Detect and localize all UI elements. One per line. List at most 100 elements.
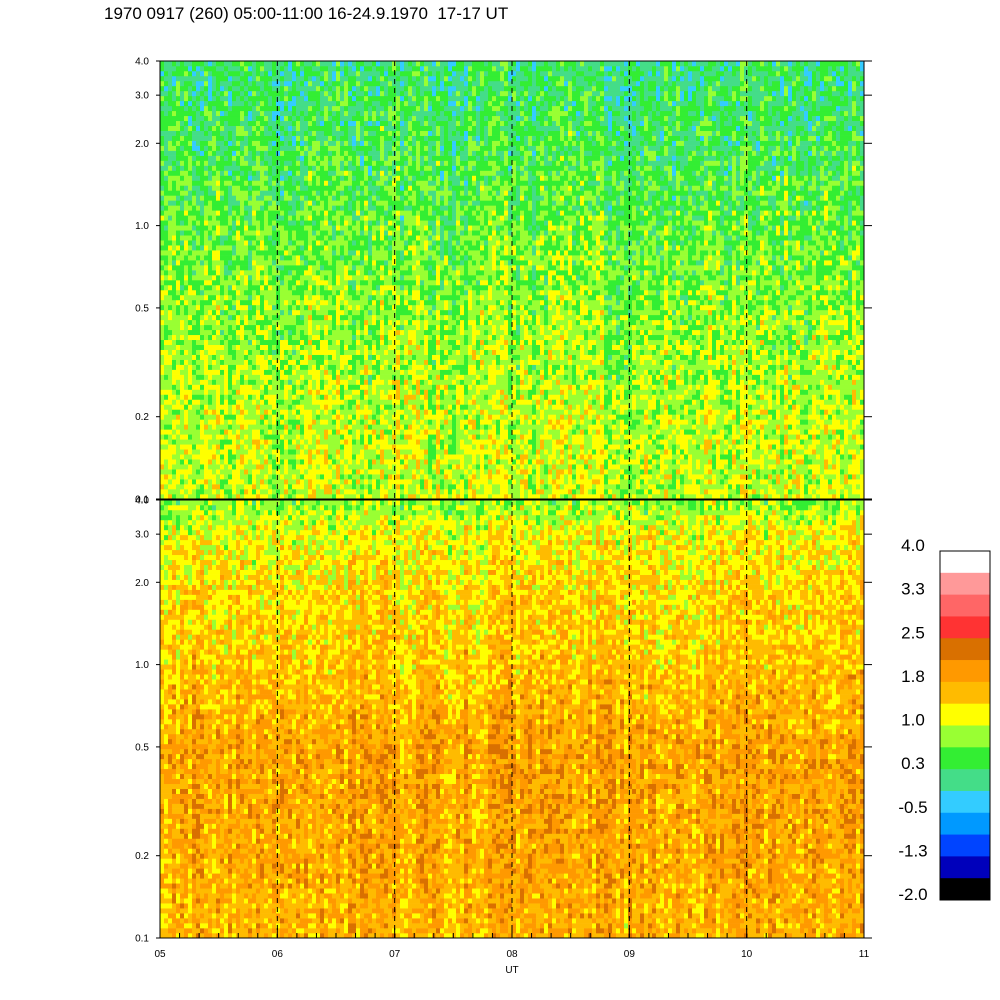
spectrogram-cell [184,61,188,66]
spectrogram-cell [160,330,164,335]
spectrogram-cell [192,310,196,315]
spectrogram-cell [184,474,188,479]
spectrogram-cell [160,315,164,320]
spectrogram-cell [172,205,176,210]
spectrogram-cell [200,320,204,325]
spectrogram-cell [184,200,188,205]
spectrogram-cell [164,166,168,171]
spectrogram-cell [200,245,204,250]
spectrogram-cell [160,360,164,365]
spectrogram-cell [168,474,172,479]
spectrogram-cell [196,71,200,76]
spectrogram-cell [200,76,204,81]
spectrogram-cell [188,390,192,395]
spectrogram-cell [188,275,192,280]
spectrogram-cell [168,220,172,225]
spectrogram-cell [188,375,192,380]
spectrogram-cell [172,200,176,205]
spectrogram-cell [180,66,184,71]
spectrogram-cell [200,484,204,489]
spectrogram-cell [204,320,208,325]
spectrogram-cell [184,385,188,390]
spectrogram-cell [184,180,188,185]
spectrogram-cell [196,300,200,305]
spectrogram-cell [188,180,192,185]
spectrogram-cell [188,325,192,330]
spectrogram-cell [168,190,172,195]
spectrogram-cell [200,370,204,375]
spectrogram-cell [168,479,172,484]
spectrogram-cell [172,404,176,409]
spectrogram-cell [196,81,200,86]
spectrogram-cell [168,141,172,146]
spectrogram-cell [204,375,208,380]
spectrogram-cell [200,190,204,195]
spectrogram-cell [176,290,180,295]
spectrogram-cell [172,76,176,81]
spectrogram-cell [176,310,180,315]
spectrogram-cell [192,255,196,260]
spectrogram-cell [192,66,196,71]
spectrogram-cell [188,340,192,345]
spectrogram-cell [168,444,172,449]
spectrogram-cell [192,180,196,185]
spectrogram-cell [160,205,164,210]
spectrogram-cell [168,419,172,424]
spectrogram-cell [172,449,176,454]
spectrogram-cell [172,146,176,151]
spectrogram-cell [176,220,180,225]
spectrogram-cell [160,81,164,86]
spectrogram-cell [160,325,164,330]
spectrogram-cell [168,200,172,205]
spectrogram-cell [192,205,196,210]
spectrogram-cell [172,489,176,494]
spectrogram-cell [176,225,180,230]
spectrogram-cell [160,365,164,370]
spectrogram-cell [204,260,208,265]
spectrogram-cell [176,235,180,240]
spectrogram-cell [176,240,180,245]
spectrogram-cell [192,265,196,270]
spectrogram-cell [164,469,168,474]
spectrogram-cell [176,81,180,86]
spectrogram-cell [196,141,200,146]
spectrogram-cell [188,315,192,320]
spectrogram-cell [204,449,208,454]
spectrogram-cell [204,180,208,185]
spectrogram-cell [176,76,180,81]
spectrogram-cell [192,464,196,469]
spectrogram-cell [168,171,172,176]
spectrogram-cell [176,385,180,390]
spectrogram-cell [168,390,172,395]
spectrogram-cell [180,305,184,310]
spectrogram-cell [192,141,196,146]
spectrogram-cell [164,365,168,370]
spectrogram-cell [184,86,188,91]
spectrogram-cell [160,370,164,375]
spectrogram-cell [192,96,196,101]
spectrogram-cell [192,419,196,424]
spectrogram-cell [172,385,176,390]
spectrogram-cell [176,270,180,275]
spectrogram-cell [196,424,200,429]
spectrogram-cell [196,131,200,136]
spectrogram-cell [160,255,164,260]
spectrogram-cell [188,370,192,375]
spectrogram-cell [200,126,204,131]
spectrogram-cell [200,96,204,101]
spectrogram-cell [168,76,172,81]
spectrogram-cell [168,230,172,235]
spectrogram-cell [172,171,176,176]
spectrogram-cell [184,399,188,404]
spectrogram-cell [164,434,168,439]
spectrogram-cell [184,151,188,156]
spectrogram-cell [160,240,164,245]
spectrogram-cell [160,350,164,355]
spectrogram-cell [196,469,200,474]
spectrogram-cell [180,250,184,255]
spectrogram-cell [176,429,180,434]
spectrogram-cell [168,464,172,469]
spectrogram-cell [192,175,196,180]
spectrogram-cell [160,131,164,136]
spectrogram-cell [188,235,192,240]
